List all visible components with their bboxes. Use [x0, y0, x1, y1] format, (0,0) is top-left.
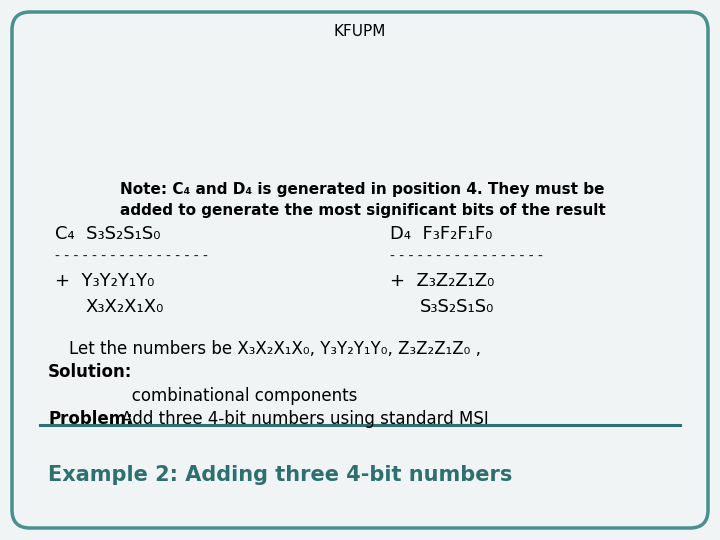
- Text: Solution:: Solution:: [48, 363, 132, 381]
- Text: - - - - - - - - - - - - - - - - -: - - - - - - - - - - - - - - - - -: [390, 249, 543, 263]
- Text: Problem:: Problem:: [48, 410, 132, 428]
- Text: D₄  F₃F₂F₁F₀: D₄ F₃F₂F₁F₀: [390, 225, 492, 243]
- Text: S₃S₂S₁S₀: S₃S₂S₁S₀: [420, 298, 495, 316]
- FancyBboxPatch shape: [12, 12, 708, 528]
- Text: C₄  S₃S₂S₁S₀: C₄ S₃S₂S₁S₀: [55, 225, 161, 243]
- Text: X₃X₂X₁X₀: X₃X₂X₁X₀: [85, 298, 163, 316]
- Text: - - - - - - - - - - - - - - - - -: - - - - - - - - - - - - - - - - -: [55, 249, 208, 263]
- Text: Add three 4-bit numbers using standard MSI: Add three 4-bit numbers using standard M…: [116, 410, 489, 428]
- Text: KFUPM: KFUPM: [334, 24, 386, 39]
- Text: Note: C₄ and D₄ is generated in position 4. They must be
added to generate the m: Note: C₄ and D₄ is generated in position…: [120, 182, 606, 218]
- Text: +  Z₃Z₂Z₁Z₀: + Z₃Z₂Z₁Z₀: [390, 272, 495, 290]
- Text: Example 2: Adding three 4-bit numbers: Example 2: Adding three 4-bit numbers: [48, 465, 513, 485]
- Text: combinational components: combinational components: [116, 387, 357, 405]
- Text: +  Y₃Y₂Y₁Y₀: + Y₃Y₂Y₁Y₀: [55, 272, 154, 290]
- Text: Let the numbers be X₃X₂X₁X₀, Y₃Y₂Y₁Y₀, Z₃Z₂Z₁Z₀ ,: Let the numbers be X₃X₂X₁X₀, Y₃Y₂Y₁Y₀, Z…: [48, 340, 481, 358]
